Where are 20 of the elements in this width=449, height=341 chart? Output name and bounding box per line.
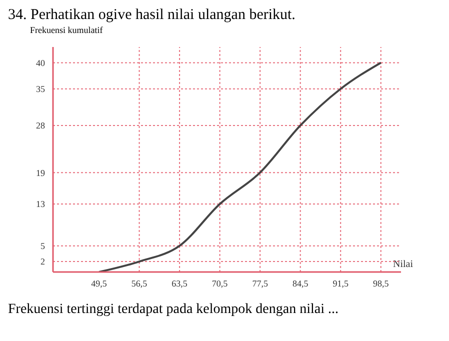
y-tick-label: 40 [36, 58, 46, 68]
y-tick-label: 2 [40, 256, 45, 267]
y-tick-label: 35 [36, 84, 46, 94]
y-axis-title: Frekuensi kumulatif [30, 25, 104, 37]
x-tick-label: 84,5 [292, 278, 309, 288]
chart-title: 34. Perhatikan ogive hasil nilai ulangan berikut. [8, 7, 296, 23]
x-axis-title: Nilai [393, 259, 414, 270]
x-tick-label: 77,5 [252, 278, 268, 288]
x-tick-label: 91,5 [332, 278, 349, 288]
x-tick-label: 56,5 [131, 278, 148, 288]
x-tick-label: 63,5 [172, 278, 188, 288]
y-tick-label: 13 [36, 199, 46, 210]
x-tick-label: 98,5 [372, 278, 390, 288]
x-tick-label: 70,5 [212, 278, 228, 288]
line-series [98, 62, 382, 272]
text: Frekuensi tertinggi terdapat pada kelompok dengan nilai ... [8, 302, 340, 318]
y-tick-label: 19 [36, 168, 46, 178]
y-tick-label: 5 [40, 241, 46, 252]
x-tick-label: 49,5 [91, 278, 108, 288]
y-tick-label: 28 [36, 120, 46, 131]
